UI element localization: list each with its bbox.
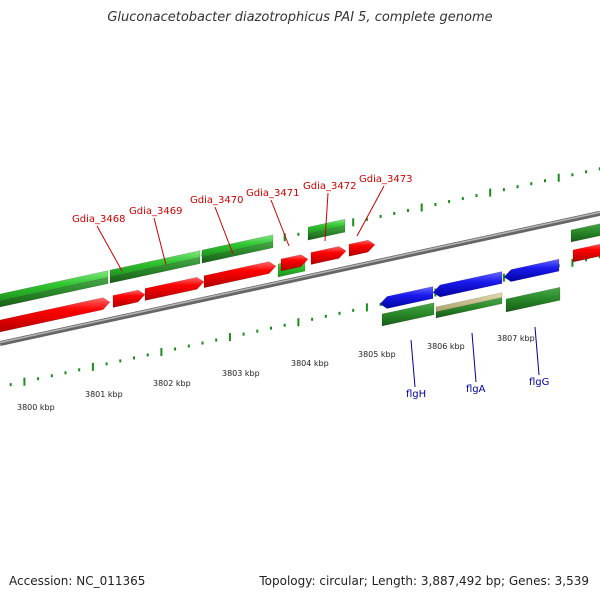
gene-dark-green[interactable] bbox=[381, 302, 435, 327]
backbone-highlight bbox=[0, 211, 600, 344]
genome-backbone bbox=[0, 210, 600, 346]
label-leader bbox=[410, 339, 416, 388]
kbp-label: 3801 kbp bbox=[85, 390, 123, 399]
gene-forward[interactable] bbox=[0, 297, 111, 333]
gene-dark-green[interactable] bbox=[201, 241, 274, 264]
feature-labels: 3800 kbp 3801 kbp 3802 kbp 3803 kbp 3804 kbp… bbox=[17, 174, 549, 412]
gene-forward[interactable] bbox=[280, 254, 309, 272]
gene-label: Gdia_3472 bbox=[303, 181, 356, 192]
label-leader bbox=[214, 206, 234, 255]
label-leader bbox=[471, 332, 477, 383]
gene-dark-green[interactable] bbox=[307, 225, 346, 241]
gene-forward[interactable] bbox=[310, 246, 347, 265]
kbp-label: 3803 kbp bbox=[222, 369, 260, 378]
gene-forward[interactable] bbox=[203, 261, 277, 289]
gene-forward[interactable] bbox=[144, 276, 205, 301]
gene-label: Gdia_3473 bbox=[359, 174, 412, 185]
accession-label: Accession: NC_011365 bbox=[9, 574, 146, 588]
gene-dark-green[interactable] bbox=[570, 223, 600, 243]
gene-reverse[interactable] bbox=[432, 271, 503, 298]
gene-forward[interactable] bbox=[348, 239, 376, 257]
gene-dark-green[interactable] bbox=[505, 286, 561, 313]
kbp-label: 3802 kbp bbox=[153, 379, 191, 388]
gene-label: flgG bbox=[529, 377, 549, 388]
label-leader bbox=[356, 185, 385, 237]
gene-label: Gdia_3468 bbox=[72, 214, 125, 225]
gene-label: Gdia_3469 bbox=[129, 206, 182, 217]
genome-stats: Topology: circular; Length: 3,887,492 bp… bbox=[259, 574, 589, 588]
gene-reverse[interactable] bbox=[503, 258, 560, 282]
label-leader bbox=[534, 326, 540, 376]
map-title: Gluconacetobacter diazotrophicus PAI 5, … bbox=[107, 10, 493, 25]
gene-dark-green[interactable] bbox=[0, 277, 109, 309]
label-leader bbox=[324, 192, 329, 242]
gene-label: Gdia_3470 bbox=[190, 195, 243, 206]
label-leader bbox=[96, 225, 123, 272]
kbp-label: 3804 kbp bbox=[291, 359, 329, 368]
label-leader bbox=[270, 199, 290, 247]
gene-label: Gdia_3471 bbox=[246, 188, 299, 199]
gene-dark-green[interactable] bbox=[109, 257, 201, 284]
label-leader-lines bbox=[96, 185, 540, 388]
gene-forward[interactable] bbox=[112, 289, 146, 308]
gene-dark-green[interactable] bbox=[435, 297, 503, 319]
gene-features[interactable] bbox=[0, 218, 600, 333]
kbp-label: 3806 kbp bbox=[427, 342, 465, 351]
backbone-line bbox=[0, 210, 600, 346]
label-leader bbox=[153, 217, 167, 266]
kbp-label: 3807 kbp bbox=[497, 334, 535, 343]
gene-forward[interactable] bbox=[572, 243, 600, 263]
kbp-label: 3805 kbp bbox=[358, 350, 396, 359]
gene-label: flgA bbox=[466, 384, 486, 395]
gene-label: flgH bbox=[406, 389, 426, 400]
kbp-label: 3800 kbp bbox=[17, 403, 55, 412]
